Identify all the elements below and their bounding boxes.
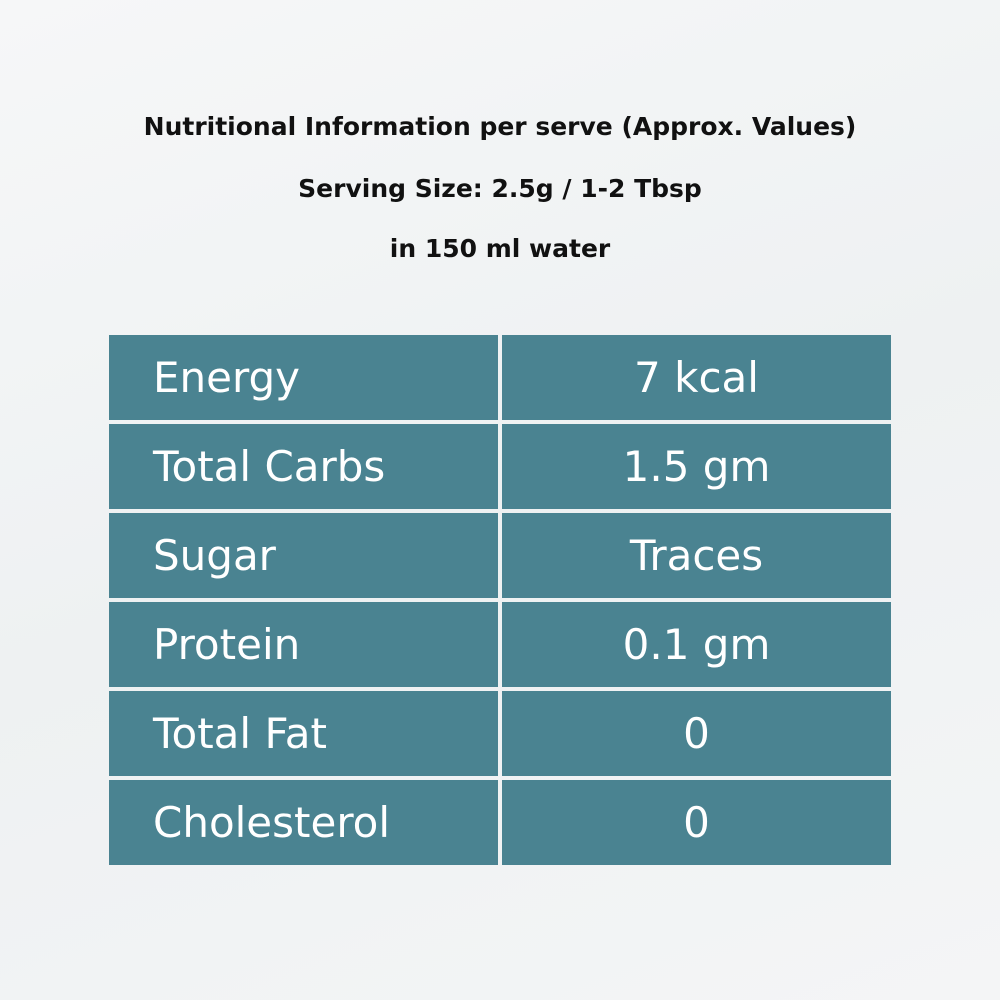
nutrient-name: Sugar	[109, 513, 498, 598]
nutrient-name: Energy	[109, 335, 498, 420]
nutrient-name: Total Fat	[109, 691, 498, 776]
nutrient-name: Cholesterol	[109, 780, 498, 865]
title: Nutritional Information per serve (Appro…	[143, 112, 857, 141]
nutrient-value: Traces	[502, 513, 891, 598]
nutrient-value: 7 kcal	[502, 335, 891, 420]
nutrient-value: 0	[502, 780, 891, 865]
table-row: Total Fat 0	[109, 691, 891, 776]
nutrient-value: 1.5 gm	[502, 424, 891, 509]
nutrient-value: 0.1 gm	[502, 602, 891, 687]
table-row: Protein 0.1 gm	[109, 602, 891, 687]
serving-size: Serving Size: 2.5g / 1-2 Tbsp	[298, 174, 702, 203]
nutrient-value: 0	[502, 691, 891, 776]
serving-note: in 150 ml water	[389, 234, 611, 263]
table-row: Energy 7 kcal	[109, 335, 891, 420]
nutrient-name: Protein	[109, 602, 498, 687]
table-row: Sugar Traces	[109, 513, 891, 598]
nutrition-table: Energy 7 kcal Total Carbs 1.5 gm Sugar Traces…	[105, 331, 895, 869]
table-row: Total Carbs 1.5 gm	[109, 424, 891, 509]
nutrient-name: Total Carbs	[109, 424, 498, 509]
table-row: Cholesterol 0	[109, 780, 891, 865]
